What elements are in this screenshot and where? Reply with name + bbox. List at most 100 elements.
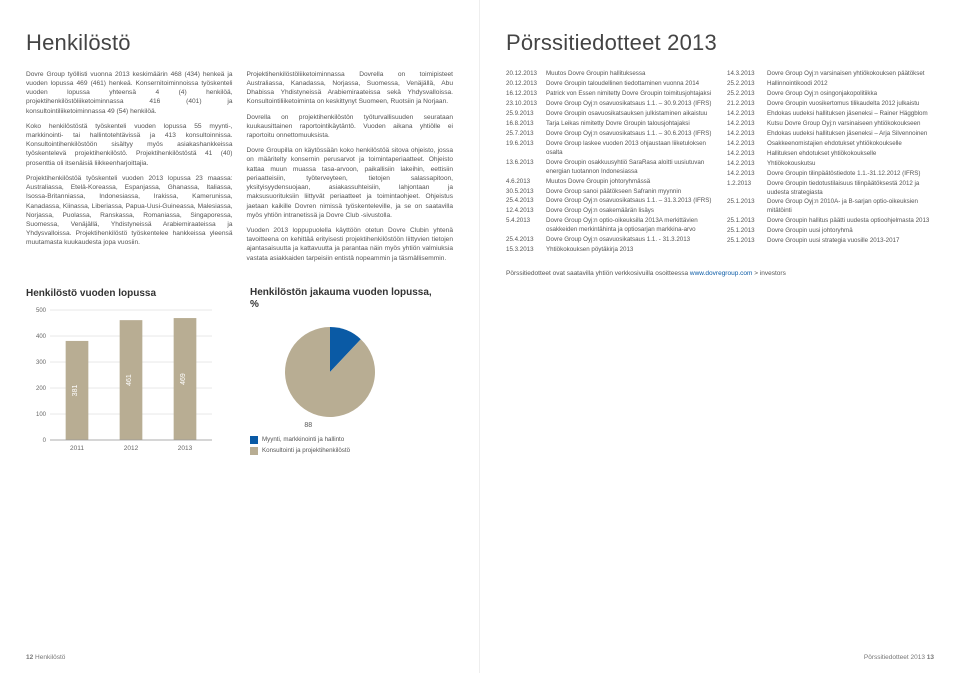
release-row: 25.1.2013Dovre Groupin uusi strategia vu… <box>727 237 934 246</box>
release-date: 12.4.2013 <box>506 207 546 216</box>
release-text: Dovre Group sanoi päätökseen Safranin my… <box>546 188 713 197</box>
bar-chart: 0100200300400500381201146120124692013 <box>26 306 216 456</box>
release-date: 23.10.2013 <box>506 100 546 109</box>
release-row: 23.10.2013Dovre Group Oyj:n osavuosikats… <box>506 100 713 109</box>
svg-text:12: 12 <box>348 317 356 319</box>
release-date: 14.2.2013 <box>727 160 767 169</box>
release-date: 25.1.2013 <box>727 198 767 216</box>
release-text: Dovre Groupin vuosikertomus tilikaudelta… <box>767 100 934 109</box>
svg-text:400: 400 <box>36 334 47 340</box>
release-date: 1.2.2013 <box>727 180 767 198</box>
release-text: Dovre Groupin osavuosikatsauksen julkist… <box>546 110 713 119</box>
release-row: 25.4.2013Dovre Group Oyj:n osavuosikatsa… <box>506 236 713 245</box>
release-row: 5.4.2013Dovre Group Oyj:n optio-oikeuksi… <box>506 217 713 235</box>
release-date: 25.2.2013 <box>727 80 767 89</box>
release-row: 25.4.2013Dovre Group Oyj:n osavuosikatsa… <box>506 197 713 206</box>
release-row: 14.2.2013Kutsu Dovre Group Oyj:n varsina… <box>727 120 934 129</box>
release-row: 25.9.2013Dovre Groupin osavuosikatsaukse… <box>506 110 713 119</box>
release-row: 25.2.2013Hallinnointikoodi 2012 <box>727 80 934 89</box>
svg-text:469: 469 <box>180 373 187 385</box>
pie-chart: 1288 <box>250 317 410 427</box>
legend-item: Konsultointi ja projektihenkilöstö <box>250 447 440 455</box>
release-date: 25.1.2013 <box>727 227 767 236</box>
legend-swatch <box>250 447 258 455</box>
release-date: 14.2.2013 <box>727 130 767 139</box>
footer-left: 12 Henkilöstö <box>26 654 453 663</box>
releases-col-2: 14.3.2013Dovre Group Oyj:n varsinaisen y… <box>727 70 934 257</box>
release-date: 16.8.2013 <box>506 120 546 129</box>
release-text: Dovre Group Oyj:n 2010A- ja B-sarjan opt… <box>767 198 934 216</box>
release-date: 5.4.2013 <box>506 217 546 235</box>
release-row: 14.2.2013Hallituksen ehdotukset yhtiökok… <box>727 150 934 159</box>
release-text: Dovre Groupin osakkuusyhtiö SaraRasa alo… <box>546 159 713 177</box>
release-text: Dovre Group laskee vuoden 2013 ohjaustaa… <box>546 140 713 158</box>
release-date: 21.2.2013 <box>727 100 767 109</box>
body-paragraph: Dovrella on projektihenkilöstön työturva… <box>247 113 454 141</box>
release-text: Tarja Leikas nimitetty Dovre Groupin tal… <box>546 120 713 129</box>
svg-text:300: 300 <box>36 360 47 366</box>
footer-right: Pörssitiedotteet 2013 13 <box>506 654 934 663</box>
legend-item: Myynti, markkinointi ja hallinto <box>250 436 440 444</box>
page-right: Pörssitiedotteet 2013 20.12.2013Muutos D… <box>480 0 960 673</box>
release-row: 25.7.2013Dovre Group Oyj:n osavuosikatsa… <box>506 130 713 139</box>
release-row: 25.1.2013Dovre Group Oyj:n 2010A- ja B-s… <box>727 198 934 216</box>
release-text: Osakkeenomistajien ehdotukset yhtiökokou… <box>767 140 934 149</box>
release-row: 13.6.2013Dovre Groupin osakkuusyhtiö Sar… <box>506 159 713 177</box>
release-text: Patrick von Essen nimitetty Dovre Groupi… <box>546 90 713 99</box>
release-date: 25.1.2013 <box>727 217 767 226</box>
svg-text:500: 500 <box>36 308 47 314</box>
bar-chart-title: Henkilöstö vuoden lopussa <box>26 287 216 301</box>
release-date: 20.12.2013 <box>506 80 546 89</box>
release-text: Yhtiökokouskutsu <box>767 160 934 169</box>
release-text: Dovre Group Oyj:n varsinaisen yhtiökokou… <box>767 70 934 79</box>
footer-right-text: Pörssitiedotteet 2013 13 <box>864 654 934 663</box>
release-row: 14.2.2013Dovre Groupin tilinpäätöstiedot… <box>727 170 934 179</box>
body-paragraph: Vuoden 2013 loppupuolella käyttöön otetu… <box>247 226 454 263</box>
pie-chart-title: Henkilöstön jakauma vuoden lopussa, % <box>250 287 440 311</box>
body-paragraph: Koko henkilöstöstä työskenteli vuoden lo… <box>26 122 233 168</box>
release-date: 15.3.2013 <box>506 246 546 255</box>
release-text: Dovre Group Oyj:n osavuosikatsaus 1.1. –… <box>546 100 713 109</box>
release-text: Dovre Group Oyj:n osavuosikatsaus 1.1. –… <box>546 197 713 206</box>
release-date: 13.6.2013 <box>506 159 546 177</box>
release-date: 25.4.2013 <box>506 236 546 245</box>
release-row: 20.12.2013Dovre Groupin taloudellinen ti… <box>506 80 713 89</box>
release-date: 25.7.2013 <box>506 130 546 139</box>
page-left: Henkilöstö Dovre Group työllisti vuonna … <box>0 0 480 673</box>
release-date: 30.5.2013 <box>506 188 546 197</box>
release-date: 25.4.2013 <box>506 197 546 206</box>
release-text: Hallituksen ehdotukset yhtiökokoukselle <box>767 150 934 159</box>
release-text: Kutsu Dovre Group Oyj:n varsinaiseen yht… <box>767 120 934 129</box>
svg-text:0: 0 <box>43 438 47 444</box>
footer-label-left: Henkilöstö <box>35 654 65 661</box>
svg-text:200: 200 <box>36 386 47 392</box>
release-date: 25.1.2013 <box>727 237 767 246</box>
release-text: Yhtiökokouksen pöytäkirja 2013 <box>546 246 713 255</box>
release-text: Dovre Groupin hallitus päätti uudesta op… <box>767 217 934 226</box>
body-paragraph: Projektihenkilöstöä työskenteli vuoden 2… <box>26 174 233 248</box>
release-row: 14.2.2013Yhtiökokouskutsu <box>727 160 934 169</box>
release-text: Dovre Groupin taloudellinen tiedottamine… <box>546 80 713 89</box>
release-date: 14.2.2013 <box>727 170 767 179</box>
svg-text:381: 381 <box>72 385 79 397</box>
footer-left-text: 12 Henkilöstö <box>26 654 65 663</box>
release-date: 25.9.2013 <box>506 110 546 119</box>
body-paragraph: Dovre Group työllisti vuonna 2013 keskim… <box>26 70 233 116</box>
release-date: 19.6.2013 <box>506 140 546 158</box>
release-row: 14.3.2013Dovre Group Oyj:n varsinaisen y… <box>727 70 934 79</box>
body-paragraph: Dovre Groupilla on käytössään koko henki… <box>247 146 454 220</box>
release-text: Ehdokas uudeksi hallituksen jäseneksi – … <box>767 130 934 139</box>
press-releases: 20.12.2013Muutos Dovre Groupin hallituks… <box>506 70 934 257</box>
page-title-left: Henkilöstö <box>26 28 453 58</box>
body-paragraph: Projektihenkilöstöliiketoiminnassa Dovre… <box>247 70 454 107</box>
release-text: Dovre Groupin tiedotustilaisuus tilinpää… <box>767 180 934 198</box>
release-row: 4.6.2013Muutos Dovre Groupin johtoryhmäs… <box>506 178 713 187</box>
release-text: Dovre Groupin tilinpäätöstiedote 1.1.-31… <box>767 170 934 179</box>
note-link[interactable]: www.dovregroup.com <box>690 270 753 277</box>
release-text: Hallinnointikoodi 2012 <box>767 80 934 89</box>
pie-chart-wrap: Henkilöstön jakauma vuoden lopussa, % 12… <box>250 273 440 460</box>
svg-text:461: 461 <box>126 374 133 386</box>
release-text: Muutos Dovre Groupin hallituksessa <box>546 70 713 79</box>
release-row: 12.4.2013Dovre Group Oyj:n osakemäärän l… <box>506 207 713 216</box>
release-date: 4.6.2013 <box>506 178 546 187</box>
